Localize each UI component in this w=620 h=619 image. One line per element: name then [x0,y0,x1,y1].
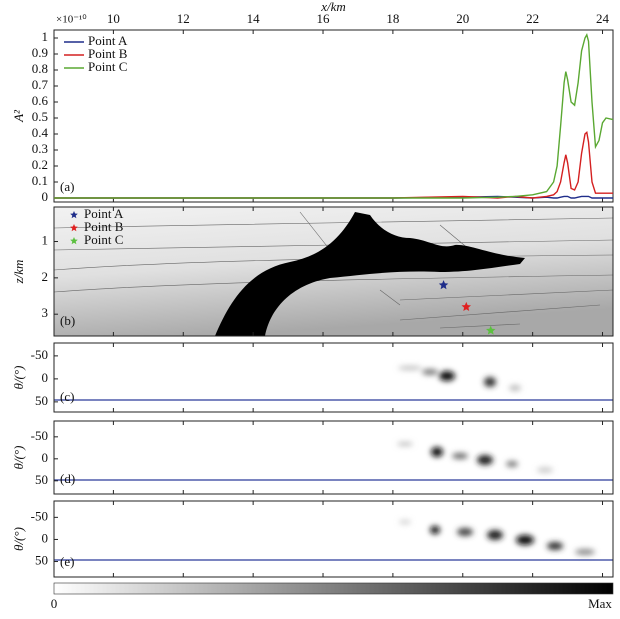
x-tick-label: 16 [317,11,331,26]
y-tick-label: 50 [35,472,48,487]
legend-marker [70,237,78,245]
panel-label: (e) [60,554,74,569]
y-tick-label: -50 [31,508,48,523]
x-tick-label: 18 [386,11,399,26]
y-tick-label: 0 [42,370,49,385]
legend-label: Point A [84,206,124,221]
salt-body [215,212,525,336]
x-tick-label: 22 [526,11,539,26]
y-axis-label: θ/(°) [11,527,26,551]
y-tick-label: 3 [42,305,49,320]
y-tick-label: 0.6 [32,93,49,108]
y-tick-label: 50 [35,553,48,568]
x-tick-label: 12 [177,11,190,26]
panel-frame [53,420,614,495]
point [461,301,471,311]
line [54,131,613,199]
panel-frame [53,206,614,337]
y-tick-label: 1 [42,29,49,44]
point [438,280,449,290]
legend-marker [70,224,78,232]
y-tick-label: 0.5 [32,109,48,124]
y-tick-label: 0 [42,189,49,204]
y-tick-label: 0.4 [32,125,49,140]
y-tick-label: 0.9 [32,45,48,60]
y-tick-label: -50 [31,428,48,443]
x-tick-label: 24 [596,11,610,26]
legend-label: Point C [84,232,123,247]
mute-lines [54,399,613,561]
y-tick-label: 2 [42,269,49,284]
panel-label: (b) [60,313,75,328]
panel-frame [53,342,614,413]
panel-label: (a) [60,179,74,194]
line [54,32,614,199]
gather-c [398,366,521,391]
y-axis-label: z/km [11,260,26,285]
x-tick-label: 20 [456,11,469,26]
point [486,325,496,335]
x-tick-label: 14 [247,11,261,26]
legend-label: Point B [88,46,128,61]
multiplier: ×10⁻¹⁰ [56,14,87,26]
y-tick-label: -50 [31,347,48,362]
panel-label: (c) [60,389,74,404]
gather-d [397,442,553,473]
y-tick-label: 0.7 [32,77,49,92]
y-tick-label: 50 [35,393,48,408]
gather-e [399,520,595,555]
y-axis-label: A² [11,109,26,123]
y-tick-label: 0.1 [32,173,48,188]
colorbar-label: 0 [51,596,58,611]
y-tick-label: 0.3 [32,141,48,156]
y-tick-label: 0 [42,450,49,465]
legend-marker [70,211,78,219]
y-tick-label: 0.8 [32,61,48,76]
y-tick-label: 1 [42,233,49,248]
y-tick-label: 0 [42,530,49,545]
panel-label: (d) [60,471,75,486]
y-axis-label: θ/(°) [11,446,26,470]
colorbar-label: Max [588,596,612,611]
legend-label: Point B [84,219,124,234]
x-tick-label: 10 [107,11,120,26]
y-tick-label: 0.2 [32,157,48,172]
panel-frame [53,29,614,203]
legend-label: Point A [88,33,128,48]
y-axis-label: θ/(°) [11,366,26,390]
legend-label: Point C [88,59,127,74]
x-axis-label: x/km [320,0,346,14]
colorbar [53,582,614,595]
